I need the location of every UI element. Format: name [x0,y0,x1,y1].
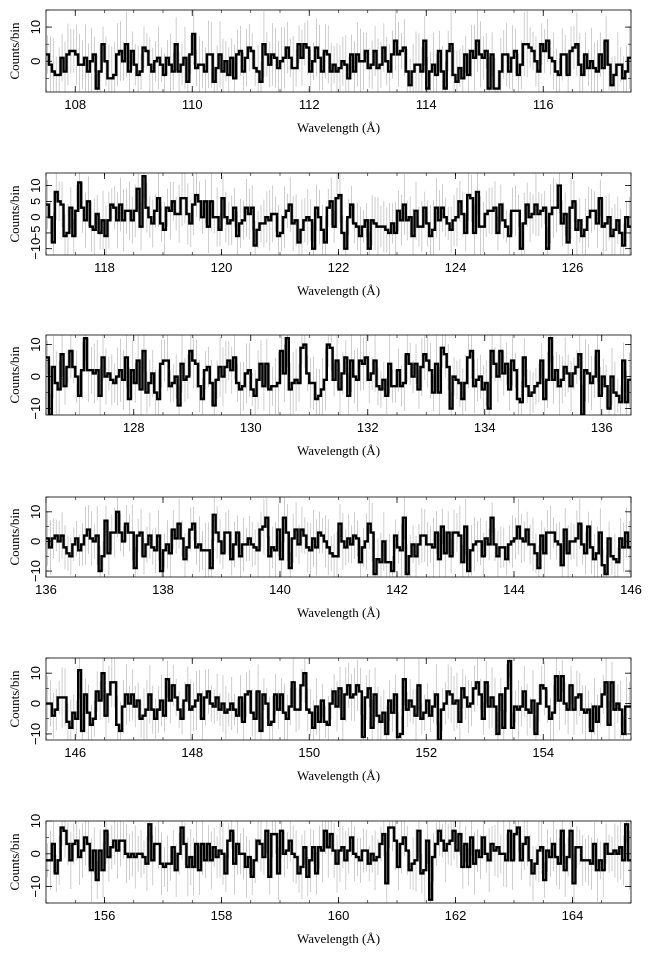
y-tick-label: 0 [28,538,43,545]
spectrum-panel-6: 156 158 160 162 164 −10 0 10 Counts/bin Wavelengt… [7,814,632,946]
x-tick-label: 146 [620,582,642,597]
spectrum-panel-1: 108 110 112 114 116 0 10 Counts/bin Wavelength (… [7,9,632,135]
x-axis-label: Wavelength (Å) [297,768,380,783]
x-tick-label: 110 [182,97,203,112]
y-tick-label: 0 [28,58,43,65]
y-tick-label: 10 [28,337,43,351]
x-tick-label: 116 [533,97,554,112]
counts-step-line [46,32,631,90]
counts-step-line [46,174,631,250]
x-tick-label: 130 [240,420,262,435]
x-tick-label: 136 [591,420,613,435]
x-tick-label: 150 [298,745,320,760]
y-tick-label: 10 [28,666,43,680]
x-tick-label: 162 [445,908,467,923]
x-tick-label: 140 [269,582,291,597]
y-tick-label: −5 [28,226,43,241]
x-tick-label: 158 [211,908,233,923]
y-tick-label: −10 [28,723,43,745]
spectrum-panel-2: 118 120 122 124 126 −10−5 0 5 10 Counts/bin Wavele… [7,172,632,298]
x-tick-label: 126 [562,260,584,275]
x-tick-label: 114 [416,97,437,112]
spectrum-panel-4: 136 138 140 142 144 146 −10 0 10 Counts/bin Wavele… [7,496,642,620]
y-tick-label: −10 [28,876,43,898]
x-axis-label: Wavelength (Å) [297,283,380,298]
x-tick-label: 148 [181,745,203,760]
x-tick-label: 152 [415,745,437,760]
counts-step-line [46,337,631,415]
y-axis-label: Counts/bin [7,508,22,566]
x-tick-label: 138 [152,582,174,597]
y-tick-label: 10 [28,178,43,192]
y-axis-label: Counts/bin [7,670,22,728]
x-tick-label: 154 [532,745,554,760]
x-tick-label: 108 [64,97,86,112]
y-tick-label: −10 [28,398,43,420]
y-tick-label: 0 [28,373,43,380]
y-tick-label: 10 [28,20,43,34]
x-tick-label: 112 [299,97,320,112]
y-axis-label: Counts/bin [7,185,22,243]
y-tick-label: 0 [28,850,43,857]
x-axis-label: Wavelength (Å) [297,443,380,458]
x-tick-label: 156 [94,908,116,923]
x-tick-label: 128 [123,420,145,435]
y-axis-label: Counts/bin [7,22,22,80]
plot-area [46,335,631,415]
y-axis-label: Counts/bin [7,833,22,891]
x-tick-label: 146 [64,745,86,760]
y-tick-label: 10 [28,814,43,828]
plot-area [46,497,631,577]
plot-area [46,821,631,903]
counts-step-line [46,510,631,576]
x-tick-label: 134 [474,420,496,435]
x-tick-label: 124 [445,260,467,275]
spectrum-panel-5: 146 148 150 152 154 −10 0 10 Counts/bin Wavelengt… [7,657,632,783]
x-tick-label: 160 [328,908,350,923]
counts-step-line [46,659,631,740]
x-tick-label: 122 [328,260,350,275]
x-tick-label: 132 [357,420,379,435]
x-axis-label: Wavelength (Å) [297,120,380,135]
y-tick-label: 0 [28,700,43,707]
plot-area [46,173,631,255]
plot-area [46,10,631,92]
x-tick-label: 136 [35,582,57,597]
y-tick-label: 10 [28,505,43,519]
x-axis-label: Wavelength (Å) [297,931,380,946]
x-tick-label: 144 [503,582,525,597]
counts-step-line [46,823,631,901]
x-tick-label: 120 [211,260,233,275]
plot-area [46,658,631,740]
spectrum-panel-3: 128 130 132 134 136 −10 0 10 Counts/bin Wavelengt… [7,334,632,458]
y-tick-label: 0 [28,214,43,221]
y-tick-label: 5 [28,198,43,205]
x-tick-label: 118 [94,260,115,275]
x-axis-label: Wavelength (Å) [297,605,380,620]
y-tick-label: −10 [28,560,43,582]
x-tick-label: 164 [562,908,584,923]
y-axis-label: Counts/bin [7,346,22,404]
x-tick-label: 142 [386,582,408,597]
y-tick-label: −10 [28,238,43,260]
